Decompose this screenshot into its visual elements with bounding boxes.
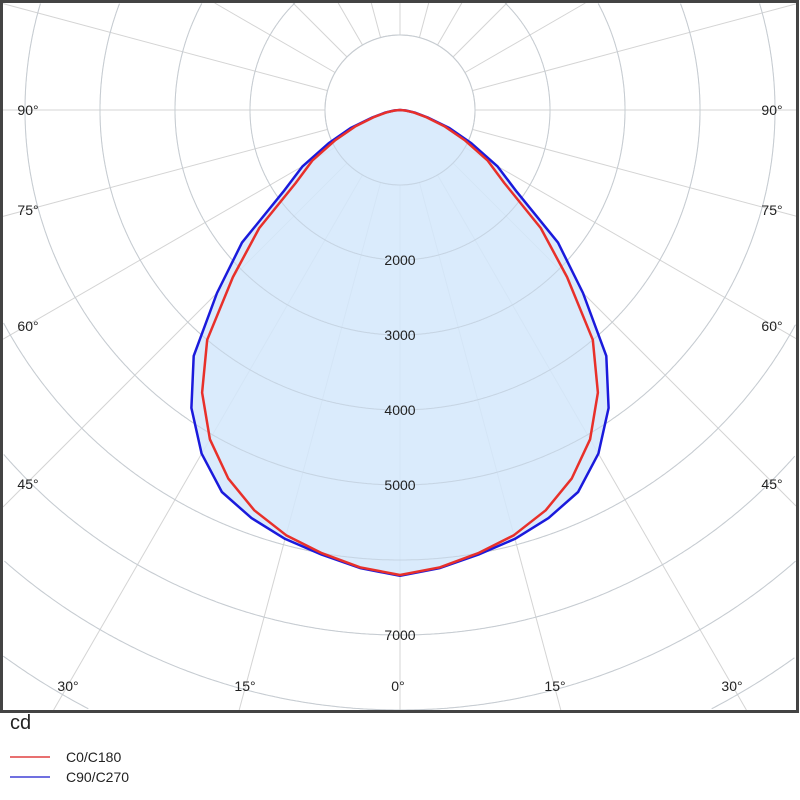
legend-item-c90-c270: C90/C270 — [10, 769, 129, 785]
legend-item-c0-c180: C0/C180 — [10, 749, 121, 765]
radial-tick-labels: 2000 3000 4000 5000 7000 — [384, 252, 415, 643]
radial-gridline — [418, 2, 430, 38]
circle-gridline-overlay — [24, 3, 776, 486]
circle-gridline-overlay — [324, 34, 476, 186]
radial-gridline — [464, 2, 586, 73]
radial-tick-label: 7000 — [384, 627, 415, 643]
radial-gridline — [370, 2, 382, 38]
angle-label: 60° — [17, 318, 38, 334]
radial-tick-label: 2000 — [384, 252, 415, 268]
legend-label: C90/C270 — [66, 769, 130, 785]
angle-label: 30° — [721, 678, 742, 694]
radial-tick-label: 4000 — [384, 402, 415, 418]
intensity-fill — [191, 110, 609, 576]
legend-label: C0/C180 — [66, 749, 122, 765]
circle-gridline-overlay — [3, 454, 796, 636]
radial-gridline — [292, 2, 348, 58]
radial-gridline — [2, 128, 328, 217]
circle-gridline-overlay — [99, 3, 701, 411]
angle-label: 75° — [761, 202, 782, 218]
radial-gridline — [437, 2, 463, 46]
angle-label: 90° — [761, 102, 782, 118]
circle-gridline-overlay — [2, 655, 795, 710]
radial-gridline — [337, 2, 363, 46]
radial-gridline — [2, 147, 336, 340]
angle-label: 45° — [761, 476, 782, 492]
angle-label: 0° — [391, 678, 404, 694]
radial-gridline — [452, 2, 508, 58]
circle-gridline-overlay — [174, 3, 626, 336]
angle-label: 15° — [234, 678, 255, 694]
angle-label: 75° — [17, 202, 38, 218]
angle-label: 90° — [17, 102, 38, 118]
circle-gridline-overlay — [249, 2, 551, 261]
radial-gridline — [464, 147, 797, 340]
unit-label: cd — [10, 712, 32, 734]
chart-frame — [0, 0, 799, 713]
radial-gridline — [214, 2, 336, 73]
series-c0-c180 — [200, 108, 600, 577]
angle-label: 60° — [761, 318, 782, 334]
intensity-curves — [2, 2, 796, 711]
angle-label: 30° — [57, 678, 78, 694]
radial-tick-label: 3000 — [384, 327, 415, 343]
circle-gridline-overlay — [4, 560, 796, 711]
legend-swatch-red — [10, 756, 50, 758]
legend-swatch-blue — [10, 776, 50, 778]
radial-gridline — [2, 3, 328, 92]
radial-gridline — [472, 128, 797, 217]
angle-label: 15° — [544, 678, 565, 694]
radial-tick-label: 5000 — [384, 477, 415, 493]
angle-labels: 90° 90° 75° 75° 60° 60° 45° 45° 30° 15° 0° 15° 30° — [17, 102, 782, 694]
angle-label: 45° — [17, 476, 38, 492]
radial-gridline — [472, 3, 797, 92]
